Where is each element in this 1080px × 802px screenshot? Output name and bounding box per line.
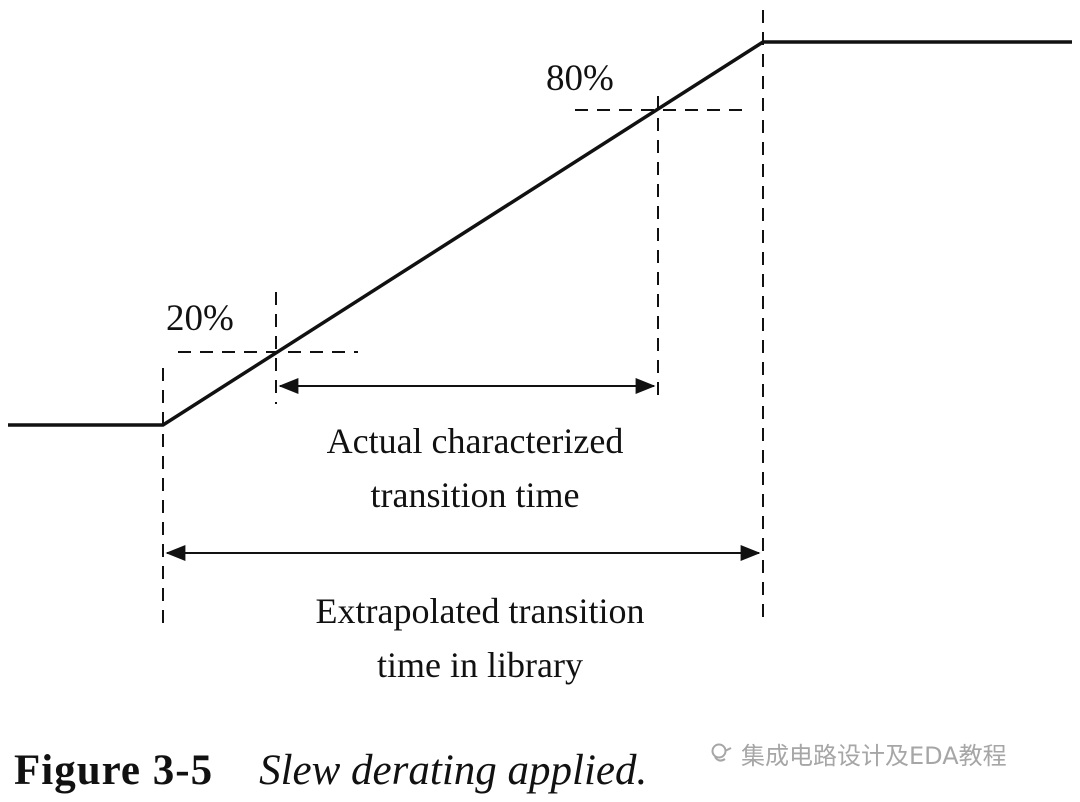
actual-transition-label: Actual characterized transition time [250, 414, 700, 522]
extrapolated-transition-label: Extrapolated transition time in library [205, 584, 755, 692]
figure-caption-text: Slew derating applied. [259, 747, 648, 794]
extrapolated-transition-label-line2: time in library [377, 645, 583, 685]
figure-caption: Figure 3-5 Slew derating applied. [14, 746, 647, 795]
watermark-logo-icon [711, 743, 732, 762]
watermark-text: 集成电路设计及EDA教程 [741, 742, 1007, 770]
watermark: 集成电路设计及EDA教程 [708, 736, 1007, 771]
threshold-80-label: 80% [546, 58, 614, 99]
figure-caption-number: Figure 3-5 [14, 747, 214, 794]
signal-waveform [8, 40, 1072, 427]
threshold-20-label: 20% [166, 298, 234, 339]
actual-transition-label-line2: transition time [370, 475, 580, 515]
extrapolated-transition-label-line1: Extrapolated transition [315, 591, 645, 631]
actual-transition-label-line1: Actual characterized [326, 421, 624, 461]
